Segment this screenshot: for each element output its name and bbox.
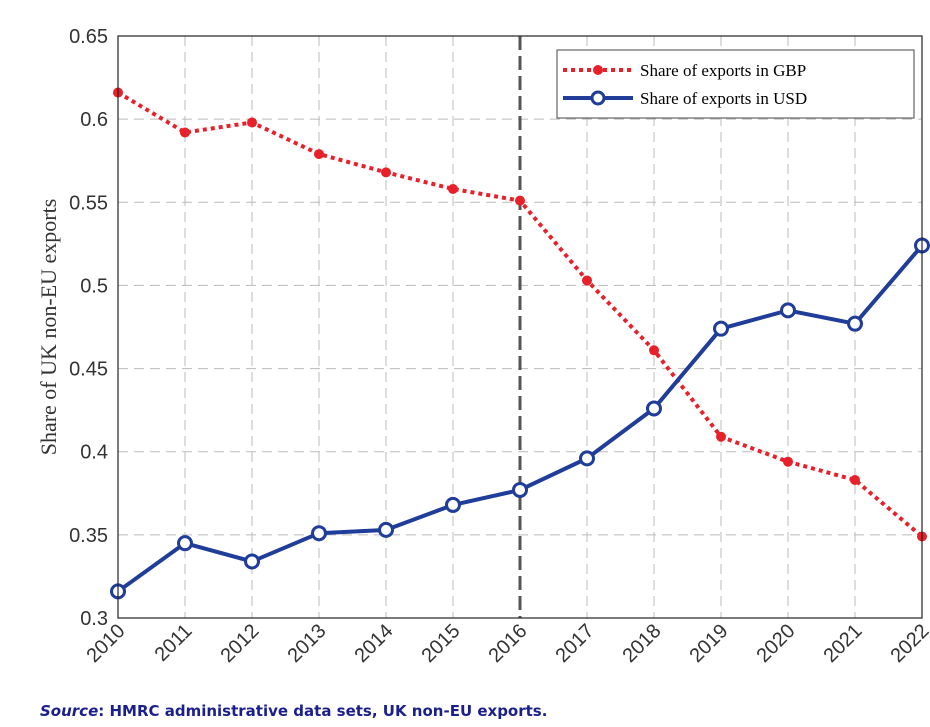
source-text: : HMRC administrative data sets, UK non-… [98, 702, 548, 720]
y-tick-label: 0.35 [69, 525, 108, 547]
legend-gbp-marker [593, 65, 603, 75]
usd-point [311, 525, 327, 542]
usd-point [579, 450, 595, 467]
y-tick-label: 0.5 [80, 275, 108, 297]
usd-point [445, 496, 461, 513]
x-tick-label: 2014 [351, 620, 398, 667]
grid [117, 35, 923, 619]
x-tick-label: 2022 [887, 620, 930, 667]
y-tick-label: 0.45 [69, 359, 108, 381]
gbp-point [716, 431, 726, 442]
x-tick-label: 2017 [552, 620, 599, 667]
x-tick-label: 2020 [753, 620, 800, 667]
x-tick-label: 2015 [418, 620, 465, 667]
x-tick-label: 2016 [485, 620, 532, 667]
source-note: Source: HMRC administrative data sets, U… [40, 702, 547, 720]
gbp-point [649, 345, 659, 356]
gbp-point [850, 474, 860, 485]
y-axis-label: Share of UK non-EU exports [36, 199, 61, 456]
usd-point [378, 521, 394, 538]
plot-frame [117, 35, 923, 619]
gbp-point [783, 456, 793, 467]
gbp-point [515, 195, 525, 206]
y-tick-label: 0.4 [80, 442, 108, 464]
x-tick-label: 2011 [151, 620, 197, 666]
x-tick-label: 2019 [686, 620, 733, 667]
legend-usd-marker [590, 90, 606, 106]
x-tick-label: 2012 [217, 620, 264, 667]
y-tick-label: 0.3 [80, 608, 108, 630]
x-tick-label: 2018 [619, 620, 666, 667]
y-tick-label: 0.65 [69, 26, 108, 48]
gbp-point [381, 167, 391, 178]
y-tick-label: 0.55 [69, 192, 108, 214]
x-tick-label: 2021 [820, 620, 867, 667]
x-tick-label: 2013 [284, 620, 331, 667]
series [110, 87, 930, 600]
legend-usd-label: Share of exports in USD [640, 89, 807, 108]
y-tick-label: 0.6 [80, 109, 108, 131]
usd-point [646, 400, 662, 417]
gbp-point [582, 275, 592, 286]
usd-point [713, 320, 729, 337]
usd-point [244, 553, 260, 570]
usd-point [512, 481, 528, 498]
legend-gbp-label: Share of exports in GBP [640, 61, 806, 80]
gbp-point [448, 183, 458, 194]
usd-point [177, 535, 193, 552]
usd-point [847, 315, 863, 332]
legend: Share of exports in GBP Share of exports… [556, 49, 915, 119]
source-label: Source [40, 702, 99, 720]
gbp-point [247, 117, 257, 128]
usd-point [780, 302, 796, 319]
gbp-point [314, 149, 324, 160]
gbp-point [180, 127, 190, 138]
